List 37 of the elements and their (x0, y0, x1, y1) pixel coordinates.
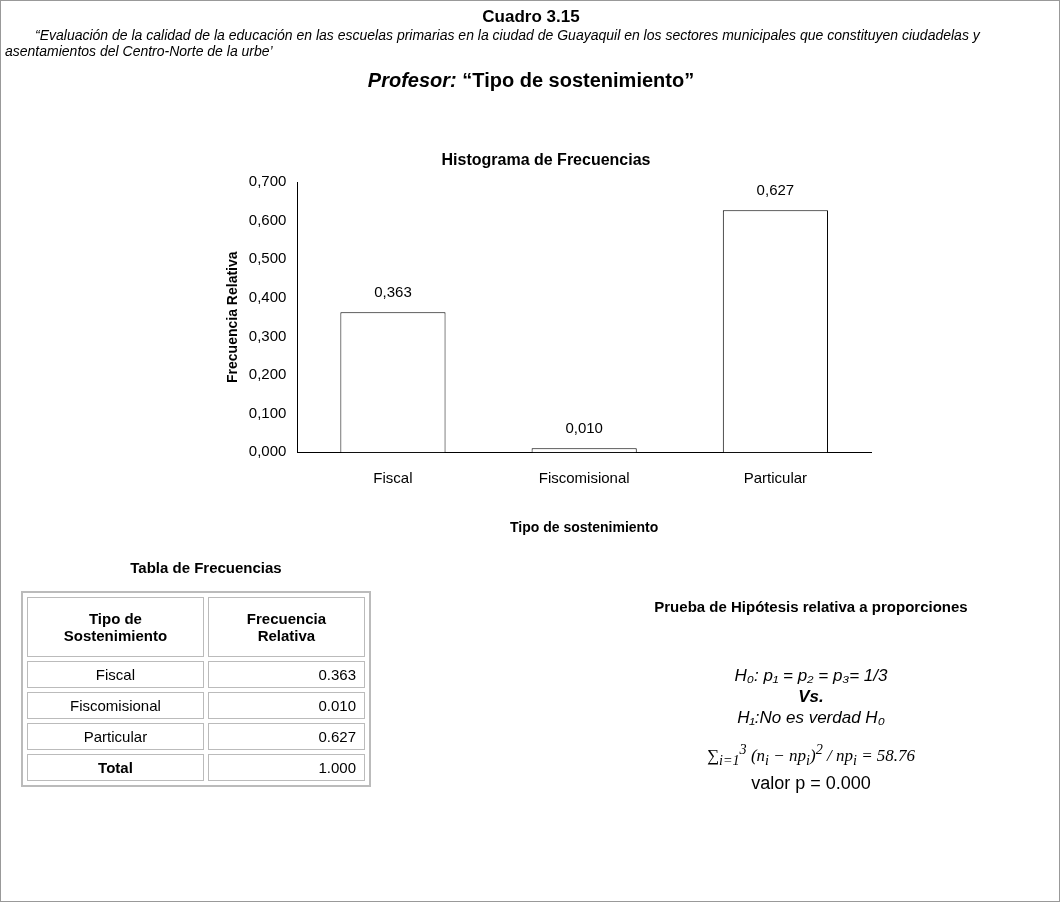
y-tick-label: 0,300 (248, 326, 287, 344)
y-tick-label: 0,100 (248, 403, 287, 421)
text: Fiscomisional (27, 692, 204, 719)
text: 0.627 (207, 723, 365, 750)
text: valor p = 0.000 (750, 773, 872, 794)
y-tick-label: 0,500 (248, 249, 287, 267)
y-tick-label: 0,000 (248, 442, 287, 460)
text: H₀: p₁ = p₂ = p₃= 1/3 (733, 666, 889, 686)
text: “Evaluación de la calidad de la educación en las escuelas primarias en la ciudad de Guayaquil en los sectores municipales que constituyen ciudadelas y asentamientos del Centro-Norte de la urbe’ (5, 27, 982, 59)
text: Prueba de Hipótesis relativa a proporciones (653, 598, 969, 615)
chart-title: Histograma de Frecuencias (441, 151, 651, 169)
x-tick-label: Particular (743, 469, 808, 487)
text: 1.000 (207, 754, 365, 781)
text: Particular (27, 723, 204, 750)
y-axis-title: Frecuencia Relativa (224, 251, 241, 383)
text: Tabla de Frecuencias (129, 559, 283, 576)
text: Frecuencia Relativa (207, 597, 365, 657)
data-label: 0,363 (374, 282, 412, 300)
text: Profesor: “Tipo de sostenimiento” (366, 69, 696, 92)
x-axis-title: Tipo de sostenimiento (510, 519, 659, 536)
text: Tipo de Sostenimiento (27, 597, 204, 657)
text: Fiscal (27, 661, 204, 688)
y-tick-label: 0,400 (248, 288, 287, 306)
text: Total (27, 754, 204, 781)
text: 0.363 (207, 661, 365, 688)
text: H₁:No es verdad H₀ (736, 708, 886, 728)
text: Cuadro 3.15 (481, 7, 581, 27)
text: 0.010 (207, 692, 365, 719)
y-tick-label: 0,700 (248, 172, 287, 190)
text: ∑$_{i=1}$$^{3}$ (n$_{i}$ − np$_{i}$)$^{2}$ / np$_{i}$ = 58.76 (706, 741, 916, 769)
x-tick-label: Fiscomisional (538, 469, 630, 487)
y-tick-label: 0,200 (248, 365, 287, 383)
y-tick-label: 0,600 (248, 210, 287, 228)
data-label: 0,627 (756, 181, 795, 198)
text: Vs. (797, 687, 825, 707)
x-tick-label: Fiscal (373, 469, 413, 487)
data-label: 0,010 (565, 418, 603, 436)
